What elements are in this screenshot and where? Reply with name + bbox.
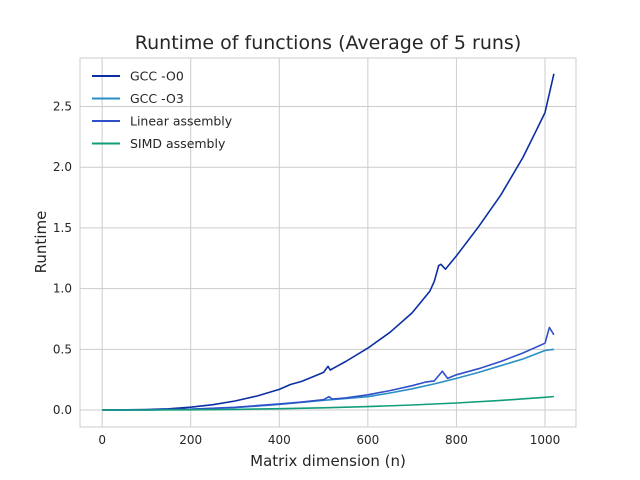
y-tick-label: 2.5 [53,100,72,114]
x-axis-label: Matrix dimension (n) [250,452,406,470]
x-tick-label: 800 [445,433,468,447]
x-tick-label: 400 [268,433,291,447]
series-line-2 [102,326,555,411]
chart-title: Runtime of functions (Average of 5 runs) [135,32,521,54]
x-tick-label: 1000 [530,433,561,447]
y-tick-label: 0.5 [53,342,72,356]
y-tick-label: 2.0 [53,160,72,174]
y-tick-label: 0.0 [53,403,72,417]
y-axis-label: Runtime [32,211,50,274]
legend-label: SIMD assembly [130,136,226,151]
tick-layer: 0 200 400 600 800 1000 0.0 0.5 1.0 1.5 2.0 2.5 [53,100,560,447]
legend-label: GCC -O3 [130,91,184,106]
x-tick-label: 0 [98,433,106,447]
series-line-3 [102,395,554,411]
y-tick-label: 1.0 [53,282,72,296]
y-tick-label: 1.5 [53,221,72,235]
legend: GCC -O0 GCC -O3 Linear assembly SIMD assemb… [92,69,233,151]
legend-label: GCC -O0 [130,69,184,84]
x-tick-label: 600 [356,433,379,447]
series-line-0 [102,73,555,411]
plot-frame [79,57,577,428]
legend-label: Linear assembly [130,114,233,129]
series-layer [102,73,555,411]
grid-layer [80,58,576,427]
x-tick-label: 200 [179,433,202,447]
